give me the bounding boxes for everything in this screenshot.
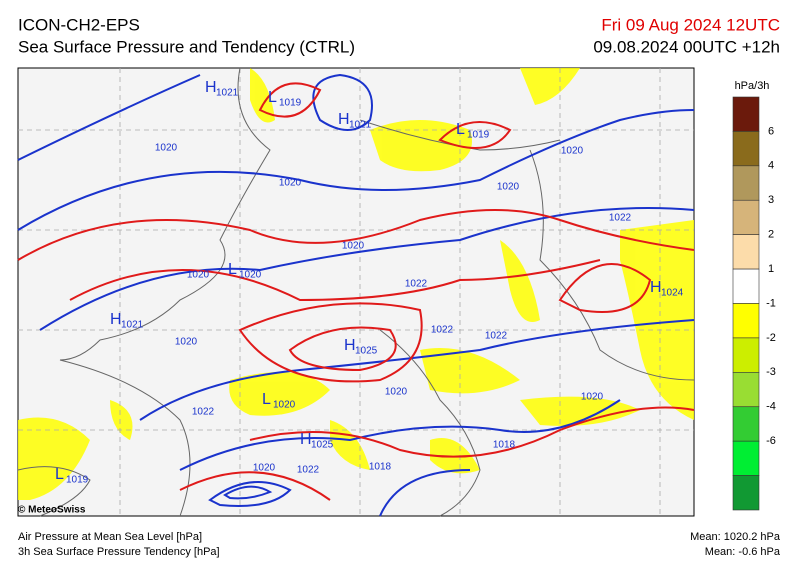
center-value: 1021 bbox=[121, 320, 144, 331]
legend-label: 6 bbox=[768, 125, 774, 137]
center-letter: H bbox=[338, 111, 350, 128]
legend-swatch bbox=[732, 268, 760, 304]
legend: hPa/3h 6 4 3 2 1 -1 -2 -3 -4 -6 bbox=[732, 80, 776, 511]
coastlines bbox=[17, 67, 695, 517]
legend-unit: hPa/3h bbox=[735, 80, 770, 92]
footer-line: Air Pressure at Mean Sea Level [hPa] bbox=[18, 531, 202, 543]
legend-label: 2 bbox=[768, 229, 774, 241]
subtitle: Sea Surface Pressure and Tendency (CTRL) bbox=[18, 37, 355, 56]
isobar-label: 1020 bbox=[187, 270, 210, 281]
isobar-label: 1018 bbox=[493, 440, 516, 451]
legend-swatch bbox=[732, 475, 760, 511]
center-letter: H bbox=[344, 337, 356, 354]
legend-swatch bbox=[732, 199, 760, 235]
legend-swatch bbox=[732, 234, 760, 270]
isobar-label: 1022 bbox=[485, 331, 508, 342]
center-letter: L bbox=[55, 466, 64, 483]
title: ICON-CH2-EPS bbox=[18, 15, 140, 34]
isobar-label: 1020 bbox=[175, 337, 198, 348]
legend-swatch bbox=[732, 96, 760, 132]
legend-swatch bbox=[732, 372, 760, 408]
legend-label: 4 bbox=[768, 160, 774, 172]
center-value: 1025 bbox=[311, 440, 334, 451]
run-time: 09.08.2024 00UTC +12h bbox=[593, 37, 780, 56]
tendency-fill bbox=[18, 68, 694, 500]
grid-lines bbox=[18, 68, 694, 516]
center-letter: L bbox=[228, 261, 237, 278]
legend-swatch bbox=[732, 303, 760, 339]
center-letter: L bbox=[456, 121, 465, 138]
center-value: 1020 bbox=[273, 400, 296, 411]
isobar-label: 1022 bbox=[431, 325, 454, 336]
isobar-label: 1020 bbox=[581, 392, 604, 403]
center-letter: H bbox=[300, 431, 312, 448]
legend-label: -1 bbox=[766, 297, 776, 309]
legend-label: -2 bbox=[766, 332, 776, 344]
credit: © MeteoSwiss bbox=[18, 505, 86, 516]
isobars bbox=[17, 73, 695, 517]
legend-label: -6 bbox=[766, 435, 776, 447]
center-value: 1021 bbox=[349, 120, 372, 131]
isobar-label: 1020 bbox=[155, 143, 178, 154]
center-value: 1020 bbox=[239, 270, 262, 281]
center-value: 1025 bbox=[355, 346, 378, 357]
valid-time: Fri 09 Aug 2024 12UTC bbox=[601, 15, 780, 34]
mean-pressure: Mean: 1020.2 hPa bbox=[690, 531, 781, 543]
isobar-label: 1020 bbox=[253, 463, 276, 474]
legend-label: 3 bbox=[768, 194, 774, 206]
center-value: 1024 bbox=[661, 288, 684, 299]
isobar-label: 1022 bbox=[609, 213, 632, 224]
center-letter: H bbox=[650, 279, 662, 296]
isobar-label: 1022 bbox=[405, 279, 428, 290]
center-value: 1019 bbox=[467, 130, 490, 141]
legend-swatch bbox=[732, 337, 760, 373]
isobar-label: 1018 bbox=[369, 462, 392, 473]
isobar-label: 1020 bbox=[385, 387, 408, 398]
legend-label: -4 bbox=[766, 401, 776, 413]
isobar-label: 1020 bbox=[342, 241, 365, 252]
isobar-label: 1020 bbox=[279, 178, 302, 189]
legend-label: 1 bbox=[768, 263, 774, 275]
center-value: 1021 bbox=[216, 88, 239, 99]
isobar-label: 1022 bbox=[192, 407, 215, 418]
legend-label: -3 bbox=[766, 366, 776, 378]
center-letter: H bbox=[110, 311, 122, 328]
center-value: 1019 bbox=[66, 475, 89, 486]
mean-tendency: Mean: -0.6 hPa bbox=[705, 546, 781, 558]
center-letter: H bbox=[205, 79, 217, 96]
legend-swatch bbox=[732, 165, 760, 201]
isobar-label: 1020 bbox=[497, 182, 520, 193]
legend-swatch bbox=[732, 406, 760, 442]
center-letter: L bbox=[268, 89, 277, 106]
legend-swatch bbox=[732, 131, 760, 167]
center-value: 1019 bbox=[279, 98, 302, 109]
isobar-label: 1022 bbox=[297, 465, 320, 476]
isobar-label: 1020 bbox=[561, 146, 584, 157]
center-letter: L bbox=[262, 391, 271, 408]
footer-line: 3h Sea Surface Pressure Tendency [hPa] bbox=[18, 546, 220, 558]
legend-swatch bbox=[732, 440, 760, 476]
